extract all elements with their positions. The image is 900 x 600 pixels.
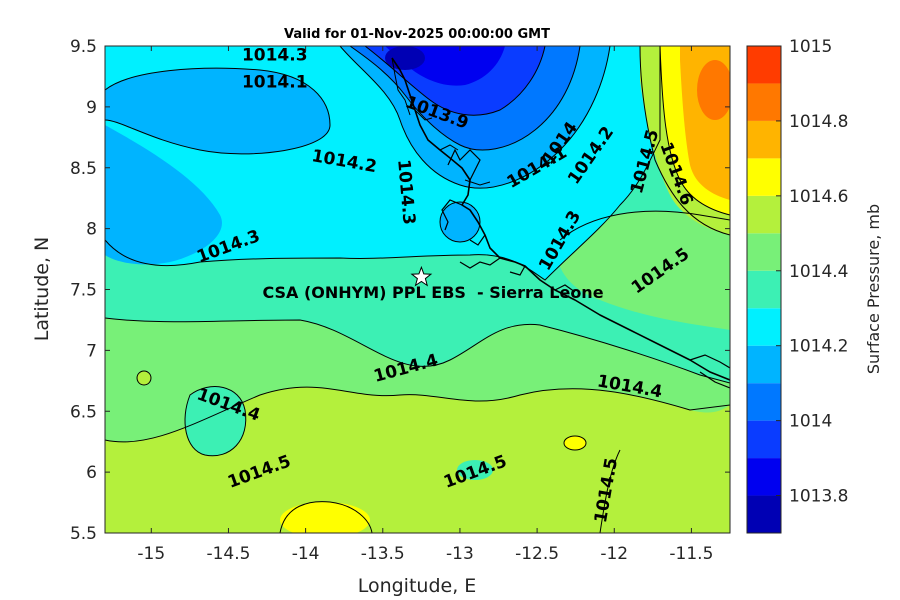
band-1014-1-patch xyxy=(440,202,480,242)
colorbar-label: Surface Pressure, mb xyxy=(864,204,883,374)
colorbar-tick-label: 1014.2 xyxy=(789,337,848,357)
band-1014-4-east xyxy=(557,211,730,330)
band-1014-3-south-patch xyxy=(457,460,493,480)
x-tick-label: -13 xyxy=(446,544,474,564)
band-1013-7 xyxy=(385,46,425,70)
y-tick-label: 8 xyxy=(86,220,97,240)
y-tick-label: 7.5 xyxy=(70,281,97,301)
band-1014-1-west xyxy=(105,68,330,154)
colorbar-frame xyxy=(746,45,782,534)
contour-line-1014-2-west xyxy=(105,67,331,155)
contour-line-1014-5-ne xyxy=(639,46,730,236)
colorbar-ticks: 1013.8 1014 1014.2 1014.4 1014.6 1014.8 1015 xyxy=(776,37,848,507)
contour-line-1014-0 xyxy=(364,46,546,116)
colorbar-segment xyxy=(747,233,781,271)
colorbar-segment xyxy=(747,458,781,496)
colorbar-tick-label: 1014 xyxy=(789,412,832,432)
contour-label: 1014.3 xyxy=(242,46,308,66)
y-axis-ticks: 5.5 6 6.5 7 7.5 8 8.5 9 9.5 xyxy=(70,37,730,544)
colorbar-tick-label: 1015 xyxy=(789,37,832,57)
y-tick-label: 6.5 xyxy=(70,402,97,422)
contour-label: 1014.1 xyxy=(242,73,308,93)
y-tick-label: 6 xyxy=(86,463,97,483)
contour-line-1014-5-east-south xyxy=(599,449,621,533)
colorbar-segment xyxy=(747,383,781,421)
colorbar-segment xyxy=(747,495,781,533)
contour-line-1014-1 xyxy=(349,46,581,151)
x-tick-label: -13.5 xyxy=(361,544,405,564)
y-tick-label: 9 xyxy=(86,98,97,118)
colorbar-tick-label: 1013.8 xyxy=(789,487,848,507)
band-1014-3-sw-patch xyxy=(185,386,246,456)
x-axis-label: Longitude, E xyxy=(358,575,477,597)
x-tick-label: -12 xyxy=(600,544,628,564)
station-label: CSA (ONHYM) PPL EBS - Sierra Leone xyxy=(262,283,603,302)
y-axis-label: Latitude, N xyxy=(31,237,53,342)
band-1014-8-ne xyxy=(697,60,730,120)
y-tick-label: 5.5 xyxy=(70,524,97,544)
pressure-map: CSA (ONHYM) PPL EBS - Sierra Leone 1014.… xyxy=(105,46,730,533)
band-1014-6-south xyxy=(280,502,370,533)
figure-title: Valid for 01-Nov-2025 00:00:00 GMT xyxy=(284,27,550,42)
colorbar xyxy=(747,46,781,533)
small-green-blob xyxy=(136,370,152,386)
colorbar-tick-label: 1014.8 xyxy=(789,112,848,132)
coastline-estuary xyxy=(441,148,730,389)
contour-line-1014-2-central xyxy=(339,46,611,189)
contour-line-1014-6-ne xyxy=(659,46,730,216)
colorbar-segment xyxy=(747,270,781,309)
river-lines xyxy=(391,57,491,186)
y-tick-label: 8.5 xyxy=(70,159,97,179)
x-tick-label: -15 xyxy=(137,544,165,564)
colorbar-segment xyxy=(747,345,781,384)
contour-line-island xyxy=(439,201,481,243)
contour-line-1014-6-south xyxy=(279,501,373,533)
colorbar-tick-label: 1014.6 xyxy=(789,187,848,207)
y-tick-label: 9.5 xyxy=(70,37,97,57)
colorbar-segment xyxy=(747,83,781,121)
contour-line-yellow-patch xyxy=(563,435,587,451)
coastline xyxy=(391,57,730,381)
x-tick-label: -14.5 xyxy=(206,544,250,564)
colorbar-segment xyxy=(747,158,781,196)
contour-line-1014-4 xyxy=(105,317,730,384)
contour-lines xyxy=(105,46,730,533)
contour-line-1014-5-south xyxy=(105,386,730,443)
colorbar-segment xyxy=(747,308,781,346)
band-1014-1-southwest xyxy=(105,125,222,265)
colorbar-segment xyxy=(747,195,781,234)
y-tick-label: 7 xyxy=(86,341,97,361)
x-tick-label: -11.5 xyxy=(669,544,713,564)
x-tick-label: -12.5 xyxy=(515,544,559,564)
band-1014-6-patch xyxy=(564,436,586,450)
contour-line-1014-5-south-sw xyxy=(184,386,247,457)
contour-line-1014-4-east xyxy=(559,210,730,241)
band-1014-5-south xyxy=(105,387,730,533)
colorbar-segment xyxy=(747,120,781,159)
contour-line-1014-3 xyxy=(105,46,661,281)
station-marker-star xyxy=(410,265,433,287)
x-tick-label: -14 xyxy=(292,544,320,564)
colorbar-segment xyxy=(747,420,781,459)
colorbar-tick-label: 1014.4 xyxy=(789,262,848,282)
x-axis-ticks: -15 -14.5 -14 -13.5 -13 -12.5 -12 -11.5 xyxy=(137,46,713,564)
colorbar-segment xyxy=(747,46,781,84)
